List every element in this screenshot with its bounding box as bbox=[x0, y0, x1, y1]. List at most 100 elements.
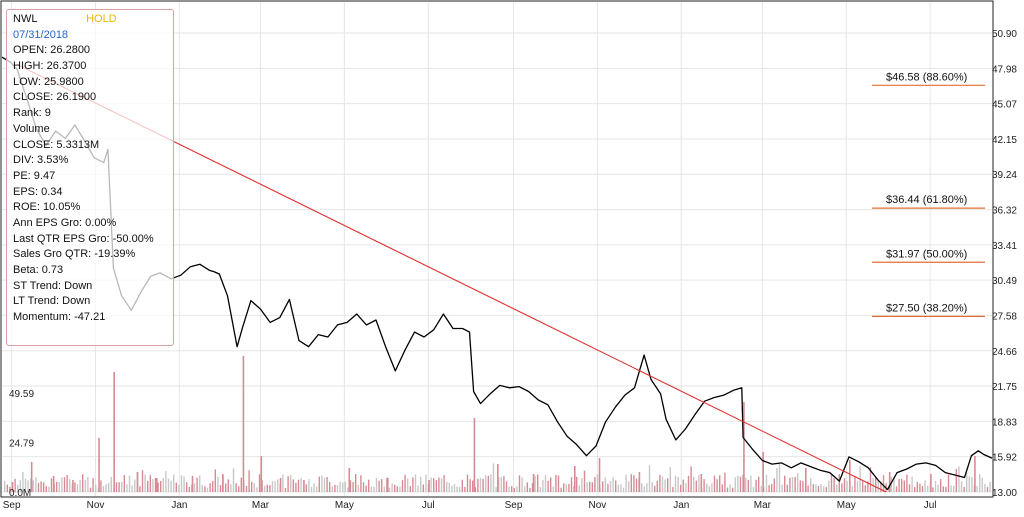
volume-bar bbox=[348, 468, 351, 492]
volume-bar bbox=[958, 466, 960, 492]
volume-bar bbox=[368, 479, 370, 492]
volume-bar bbox=[651, 482, 653, 492]
time-tick-label: Mar bbox=[252, 500, 270, 511]
volume-bar bbox=[279, 478, 282, 492]
volume-bar bbox=[295, 482, 297, 492]
volume-bar bbox=[266, 484, 268, 492]
volume-bar bbox=[381, 479, 383, 492]
info-date: 07/31/2018 bbox=[13, 28, 69, 41]
volume-bar bbox=[927, 485, 929, 492]
volume-bar bbox=[583, 470, 586, 492]
volume-bar bbox=[27, 480, 29, 492]
volume-bar bbox=[934, 480, 937, 492]
price-tick-label: 18.83 bbox=[992, 417, 1017, 428]
info-high: HIGH: 26.3700 bbox=[13, 60, 87, 73]
volume-bar bbox=[534, 475, 536, 492]
volume-bar bbox=[565, 483, 567, 492]
volume-bar bbox=[180, 475, 183, 492]
volume-bar bbox=[344, 481, 346, 492]
volume-bar bbox=[305, 484, 307, 492]
volume-bar bbox=[387, 478, 389, 492]
volume-bar bbox=[30, 478, 32, 492]
volume-bar bbox=[755, 479, 757, 492]
volume-bar bbox=[37, 483, 40, 492]
volume-bar bbox=[615, 480, 617, 492]
volume-bar bbox=[752, 486, 755, 492]
volume-bar bbox=[313, 483, 315, 492]
price-tick-label: 13.00 bbox=[992, 488, 1017, 499]
volume-bar bbox=[76, 484, 79, 492]
fibonacci-layer: $46.58 (88.60%) $36.44 (61.80%) $31.97 (50… bbox=[872, 71, 985, 317]
volume-bar bbox=[443, 475, 445, 492]
volume-bar bbox=[812, 484, 814, 492]
volume-bar bbox=[721, 484, 723, 492]
volume-bar bbox=[35, 477, 37, 492]
volume-bar bbox=[469, 479, 471, 492]
volume-bar bbox=[495, 487, 497, 492]
info-beta: Beta: 0.73 bbox=[13, 264, 64, 276]
volume-bar bbox=[911, 476, 913, 492]
volume-bar bbox=[22, 471, 24, 492]
fib-level-label: $27.50 (38.20%) bbox=[886, 302, 967, 314]
time-tick-label: Jan bbox=[673, 500, 689, 511]
volume-bar bbox=[11, 482, 14, 492]
price-tick-label: 33.41 bbox=[992, 241, 1017, 252]
volume-bar bbox=[118, 482, 120, 492]
volume-bar bbox=[635, 478, 638, 492]
volume-bar bbox=[625, 474, 627, 492]
volume-bar bbox=[576, 476, 578, 492]
volume-bar bbox=[594, 477, 596, 492]
volume-bar bbox=[373, 486, 375, 492]
volume-bar bbox=[875, 477, 877, 492]
volume-bar bbox=[264, 485, 266, 492]
volume-bar bbox=[760, 485, 762, 492]
volume-bar bbox=[230, 484, 232, 492]
volume-bar bbox=[914, 487, 916, 492]
volume-bar bbox=[448, 482, 450, 492]
volume-bar bbox=[685, 483, 687, 492]
time-tick-label: Jul bbox=[422, 500, 435, 511]
volume-bar bbox=[500, 476, 502, 492]
volume-bar bbox=[105, 484, 107, 492]
volume-bar bbox=[544, 475, 547, 492]
volume-bar bbox=[966, 472, 968, 492]
info-eps: EPS: 0.34 bbox=[13, 185, 63, 198]
volume-bar bbox=[643, 486, 645, 492]
volume-bar bbox=[329, 481, 331, 492]
volume-bar bbox=[706, 483, 708, 492]
volume-bar bbox=[303, 480, 305, 492]
volume-bar bbox=[154, 478, 157, 492]
volume-bar bbox=[974, 456, 976, 492]
volume-bar bbox=[776, 468, 778, 492]
volume-bar bbox=[95, 484, 97, 492]
volume-bar bbox=[14, 478, 16, 492]
info-sales-gro-qtr: Sales Gro QTR: -19.39% bbox=[13, 248, 136, 261]
volume-bar bbox=[690, 466, 692, 492]
volume-bar bbox=[524, 486, 526, 492]
volume-bar bbox=[115, 482, 118, 492]
time-tick-label: Jul bbox=[924, 500, 937, 511]
price-tick-label: 45.07 bbox=[992, 100, 1017, 111]
volume-bar bbox=[677, 476, 679, 492]
volume-bar bbox=[74, 482, 76, 492]
volume-bar bbox=[214, 469, 216, 492]
volume-bar bbox=[745, 477, 747, 492]
fib-level-label: $31.97 (50.00%) bbox=[886, 248, 967, 260]
volume-bar bbox=[932, 487, 934, 492]
volume-bar bbox=[45, 486, 47, 492]
volume-bar bbox=[253, 483, 255, 492]
volume-bar bbox=[557, 475, 560, 492]
volume-bar bbox=[768, 485, 770, 492]
volume-bar bbox=[459, 487, 461, 492]
volume-bar bbox=[550, 477, 552, 492]
volume-bar bbox=[607, 483, 609, 492]
volume-bar bbox=[497, 464, 499, 492]
time-tick-label: Nov bbox=[588, 500, 606, 511]
volume-bar bbox=[791, 477, 794, 492]
volume-bar bbox=[833, 478, 835, 492]
volume-bar bbox=[123, 474, 125, 492]
volume-bar bbox=[609, 481, 612, 492]
fib-level-label: $36.44 (61.80%) bbox=[886, 194, 967, 206]
volume-bar bbox=[446, 481, 448, 492]
volume-bar bbox=[698, 475, 700, 492]
